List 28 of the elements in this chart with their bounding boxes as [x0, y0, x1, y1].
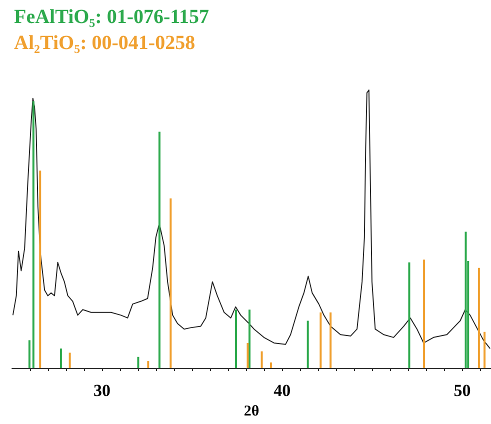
bar [464, 232, 467, 368]
bar [68, 352, 71, 368]
bar [60, 348, 62, 368]
bar [137, 356, 140, 368]
bar [158, 132, 160, 368]
bar [320, 312, 322, 368]
bar [478, 268, 480, 368]
bar [306, 320, 309, 368]
bar [484, 332, 486, 368]
x-tick-label: 30 [94, 381, 111, 400]
text: FeAlTiO₅: 01-076-1157 [14, 6, 210, 28]
x-tick-label: 40 [274, 381, 291, 400]
bar [170, 198, 172, 368]
bar [248, 310, 250, 368]
x-tick-label: 50 [454, 381, 471, 400]
bar [147, 361, 150, 368]
x-axis-title: 2θ [244, 403, 260, 420]
bar [260, 351, 263, 368]
bar [330, 312, 332, 368]
bar [39, 170, 42, 368]
text: Al₂TiO₅: 00-041-0258 [14, 32, 196, 54]
bar [423, 260, 426, 368]
bar [246, 342, 249, 368]
bar [234, 310, 237, 368]
bar [408, 262, 410, 368]
bar [28, 340, 30, 368]
bar [32, 101, 34, 368]
bar [270, 362, 272, 368]
